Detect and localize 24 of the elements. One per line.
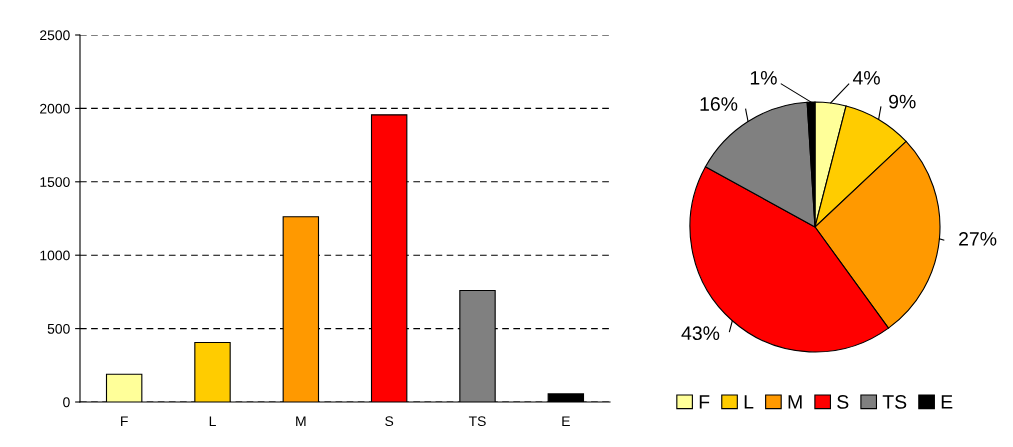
legend-label: L [744, 395, 754, 409]
y-tick-label: 1500 [40, 177, 70, 187]
x-tick-label: L [209, 416, 216, 426]
y-tick-label: 1000 [40, 250, 70, 261]
legend-label: S [837, 395, 849, 409]
data-label: 4% [852, 71, 880, 85]
data-label: 43% [681, 326, 720, 341]
x-tick-label: E [562, 416, 570, 426]
y-tick-label: 0 [63, 397, 70, 408]
x-tick-label: TS [468, 416, 486, 427]
legend-label: M [788, 395, 802, 409]
legend-label: F [699, 395, 710, 409]
legend-label: TS [882, 395, 907, 409]
data-label: 9% [889, 94, 916, 109]
legend-label: E [941, 395, 953, 409]
x-tick-label: S [385, 416, 394, 427]
data-label: 16% [700, 97, 738, 111]
y-tick-label: 2000 [40, 103, 70, 114]
x-tick-label: F [121, 416, 128, 426]
y-tick-label: 500 [47, 323, 70, 334]
data-label: 27% [959, 231, 997, 246]
y-tick-label: 2500 [40, 30, 70, 41]
data-label: 1% [750, 71, 777, 85]
x-tick-label: M [296, 416, 306, 426]
